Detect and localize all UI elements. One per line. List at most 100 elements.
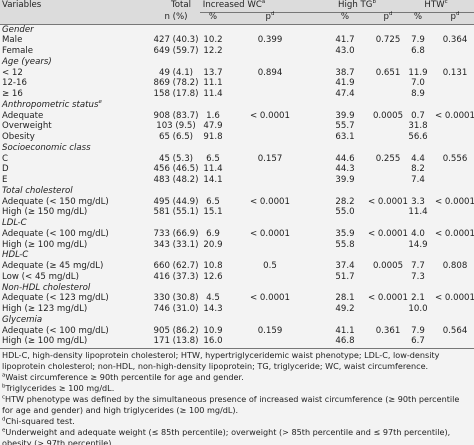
- row-label: Adequate (< 100 mg/dL): [2, 326, 109, 337]
- text: 49 (4.1): [158, 67, 194, 78]
- text: 12.6: [203, 271, 223, 282]
- text: 0.0005: [372, 110, 404, 121]
- text: Gender: [2, 24, 34, 35]
- text: < 0.0001: [249, 293, 291, 304]
- text: 46.8: [335, 336, 355, 347]
- section-title: HDL-C: [2, 250, 28, 261]
- footnote-mark: e: [2, 427, 6, 434]
- text: Female: [2, 46, 34, 56]
- cell-value: 0.364: [443, 35, 468, 46]
- text: < 0.0001: [249, 228, 291, 239]
- cell-value: 55.7: [335, 121, 354, 132]
- superscript: d: [388, 11, 393, 18]
- text: p: [383, 12, 389, 22]
- cell-value: 47.9: [203, 121, 222, 132]
- text: 16.0: [203, 336, 223, 347]
- cell-value: < 0.0001: [368, 197, 408, 208]
- row-label: High (≥ 100 mg/dL): [2, 240, 87, 251]
- text: 0.364: [442, 35, 468, 46]
- column-subheader: pd: [451, 11, 460, 23]
- cell-value: 0.808: [443, 261, 468, 272]
- superscript: c: [444, 0, 448, 6]
- cell-value: 11.1: [203, 78, 222, 89]
- text: < 0.0001: [367, 293, 409, 304]
- text: 41.9: [335, 78, 355, 89]
- footnote-text: HTW phenotype was defined by the simulta…: [2, 394, 460, 415]
- text: 0.725: [375, 35, 401, 46]
- cell-value: 733 (66.9): [154, 229, 199, 240]
- row-label: D: [2, 164, 9, 175]
- cell-value: 2.1: [411, 293, 425, 304]
- text: 103 (9.5): [156, 121, 196, 132]
- text: 39.9: [335, 175, 355, 185]
- cell-value: 0.0005: [373, 261, 403, 272]
- text: 427 (40.3): [153, 35, 199, 46]
- column-header: High TGb: [338, 0, 376, 11]
- text: 55.7: [335, 121, 355, 132]
- row-label: C: [2, 154, 8, 165]
- cell-value: 0.894: [258, 68, 283, 79]
- footnote: HDL-C, high-density lipoprotein choleste…: [2, 350, 472, 372]
- text: 746 (31.0): [153, 304, 199, 314]
- text: 0.5: [263, 261, 277, 271]
- text: 0.651: [375, 67, 401, 78]
- cell-value: 20.9: [203, 240, 222, 251]
- text: Adequate (≥ 45 mg/dL): [2, 261, 104, 271]
- column-subheader: n (%): [164, 12, 187, 23]
- text: Overweight: [2, 121, 52, 132]
- cell-value: 44.3: [335, 164, 354, 175]
- text: 908 (83.7): [153, 110, 199, 121]
- text: 56.6: [408, 132, 428, 142]
- cell-value: 41.7: [335, 35, 354, 46]
- text: Adequate (< 100 mg/dL): [2, 228, 109, 239]
- column-subheader: %: [414, 12, 422, 23]
- row-label: Male: [2, 35, 22, 46]
- superscript: b: [372, 0, 376, 6]
- text: 7.3: [411, 271, 425, 282]
- cell-value: 44.6: [335, 154, 354, 165]
- text: 6.8: [411, 46, 425, 56]
- row-label: High (≥ 123 mg/dL): [2, 304, 87, 315]
- cell-value: 28.1: [335, 293, 354, 304]
- superscript: e: [98, 98, 102, 105]
- text: 0.808: [442, 261, 468, 271]
- text: 43.0: [335, 46, 355, 56]
- rule-line: [200, 12, 474, 13]
- cell-value: 8.2: [411, 164, 425, 175]
- rule-line: [0, 348, 474, 349]
- text: < 12: [2, 67, 23, 78]
- text: LDL-C: [2, 218, 27, 228]
- text: C: [2, 153, 9, 164]
- cell-value: 11.4: [408, 207, 427, 218]
- cell-value: 6.7: [411, 336, 425, 347]
- cell-value: < 0.0001: [250, 197, 290, 208]
- cell-value: 416 (37.3): [154, 272, 199, 283]
- cell-value: 0.255: [376, 154, 401, 165]
- text: 1.6: [206, 110, 220, 121]
- text: 7.4: [411, 175, 425, 185]
- row-label: Adequate (≥ 45 mg/dL): [2, 261, 103, 272]
- text: 0.556: [442, 153, 468, 164]
- row-label: Adequate (< 123 mg/dL): [2, 293, 109, 304]
- text: 7.7: [411, 261, 425, 271]
- row-label: High (≥ 150 mg/dL): [2, 207, 87, 218]
- cell-value: 746 (31.0): [154, 304, 199, 315]
- text: 0.361: [375, 325, 401, 336]
- cell-value: 427 (40.3): [154, 35, 199, 46]
- cell-value: 31.8: [408, 121, 427, 132]
- column-header: Increased WCa: [203, 0, 265, 11]
- text: 8.9: [411, 89, 425, 99]
- cell-value: 7.9: [411, 35, 425, 46]
- text: 0.159: [257, 325, 283, 336]
- column-header: Variables: [2, 0, 41, 11]
- text: < 0.0001: [434, 196, 474, 207]
- text: 55.8: [335, 239, 355, 250]
- cell-value: 0.0005: [373, 111, 403, 122]
- rule-line: [0, 24, 474, 25]
- text: 3.3: [411, 196, 425, 207]
- row-label: Adequate (< 100 mg/dL): [2, 229, 109, 240]
- text: ≥ 16: [2, 89, 23, 99]
- text: Anthropometric status: [2, 99, 99, 110]
- footnote: aWaist circumference ≥ 90th percentile f…: [2, 372, 472, 383]
